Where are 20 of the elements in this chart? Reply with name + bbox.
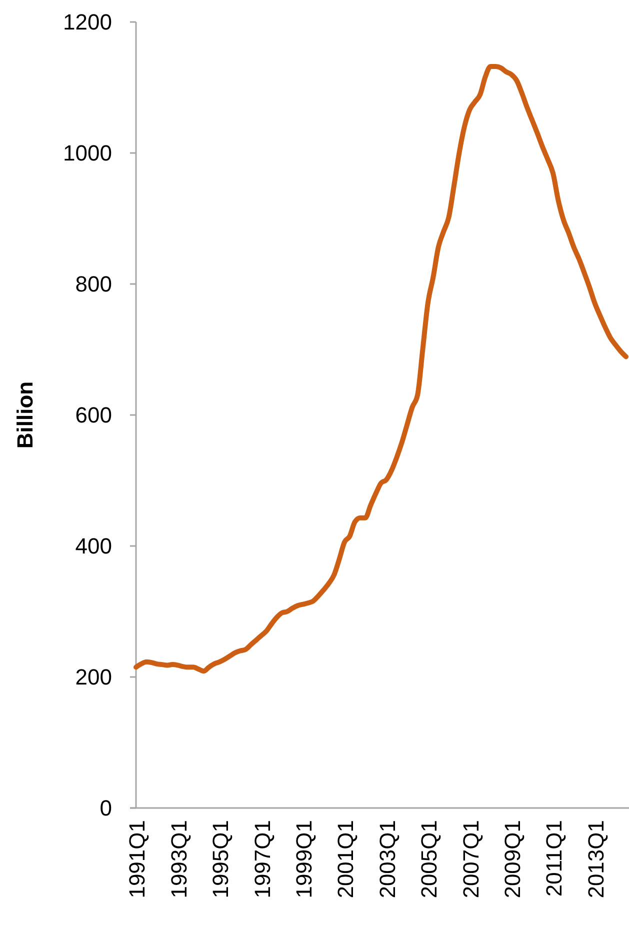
x-tick-label: 2005Q1	[416, 820, 442, 898]
y-tick-label: 0	[100, 796, 112, 821]
x-tick-label: 1995Q1	[208, 820, 234, 898]
y-tick-label: 800	[75, 272, 112, 297]
x-tick-label: 2009Q1	[500, 820, 526, 898]
y-axis-title: Billion	[12, 381, 38, 449]
x-tick-label: 2001Q1	[333, 820, 358, 898]
y-tick-label: 1000	[63, 140, 112, 166]
y-tick-label: 600	[75, 402, 112, 428]
y-tick-label: 400	[75, 534, 112, 559]
x-tick-label: 1997Q1	[250, 820, 275, 898]
x-tick-label: 1999Q1	[292, 820, 317, 898]
x-tick-label: 2003Q1	[374, 820, 400, 898]
x-tick-label: 2013Q1	[583, 820, 608, 898]
x-tick-label: 2007Q1	[458, 820, 484, 898]
y-tick-label: 1200	[63, 10, 112, 35]
x-tick-label: 1993Q1	[166, 820, 192, 898]
y-tick-label: 200	[75, 664, 112, 690]
x-tick-label: 2011Q1	[542, 820, 567, 897]
x-tick-label: 1991Q1	[124, 820, 150, 898]
